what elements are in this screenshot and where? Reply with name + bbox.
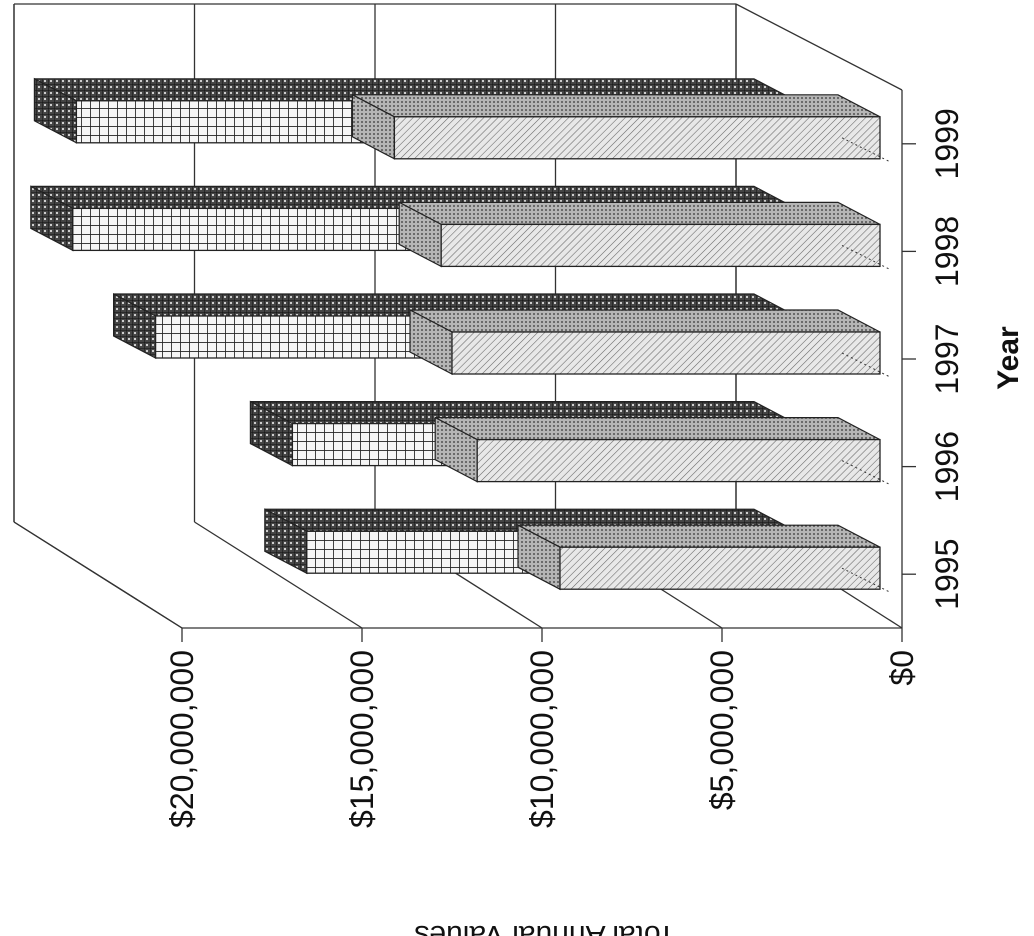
gridline-floor <box>194 521 363 629</box>
year-tick-label: 1998 <box>929 216 965 287</box>
value-tick-label: $15,000,000 <box>344 650 380 828</box>
value-axis-title: Total Annual Values <box>414 919 675 936</box>
value-axis-tick-labels: $0 $5,000,000 $10,000,000 $15,000,000 $20,00… <box>164 650 920 828</box>
year-guide <box>841 137 891 163</box>
bar-series-1 <box>398 201 881 268</box>
bars <box>30 77 881 591</box>
bar-series-1 <box>409 309 881 375</box>
value-tick-label: $5,000,000 <box>704 650 740 810</box>
year-tick-label: 1999 <box>929 108 965 179</box>
year-tick-label: 1996 <box>929 431 965 502</box>
floor-right-line <box>735 3 903 91</box>
year-guide <box>841 244 891 270</box>
year-tick-label: 1997 <box>929 323 965 394</box>
bar-series-1 <box>351 93 881 160</box>
bar-series-1 <box>517 524 881 591</box>
year-guide <box>841 460 891 486</box>
value-tick-label: $10,000,000 <box>524 650 560 828</box>
year-axis-tick-labels: 1995 1996 1997 1998 1999 <box>841 108 965 610</box>
year-guide <box>841 567 891 593</box>
value-tick-label: $20,000,000 <box>164 650 200 828</box>
year-axis-title: Year <box>992 326 1025 390</box>
value-axis-ticks <box>181 143 916 642</box>
bar-series-1 <box>434 416 881 483</box>
year-tick-label: 1995 <box>929 539 965 610</box>
gridline-floor <box>13 521 183 629</box>
year-guide <box>841 352 891 378</box>
value-tick-label: $0 <box>884 650 920 686</box>
